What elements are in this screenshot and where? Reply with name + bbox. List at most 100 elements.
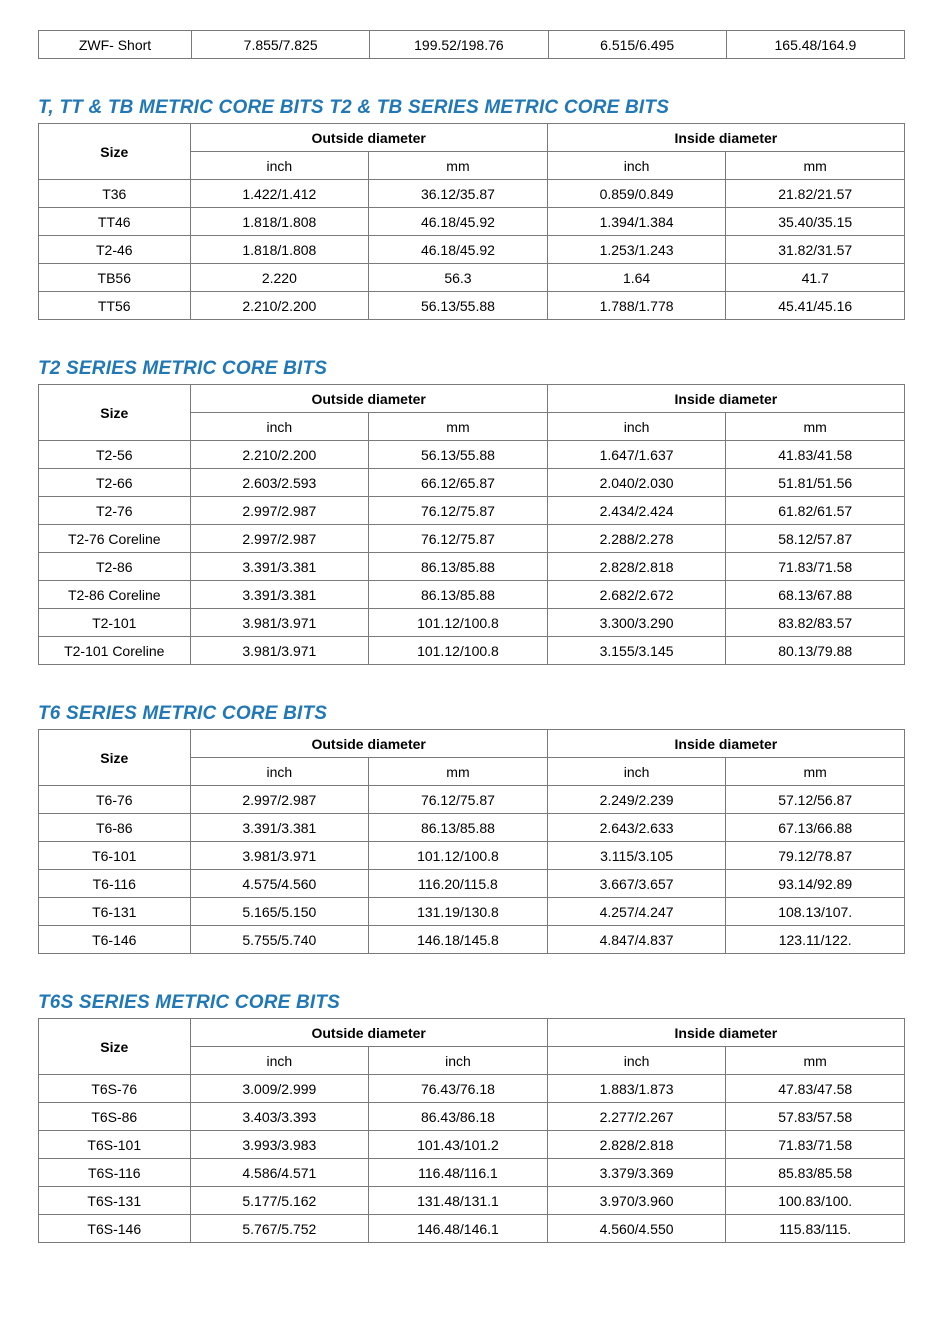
col-subheader: inch (190, 1047, 369, 1075)
table-cell: ZWF- Short (39, 31, 192, 59)
table-cell: 1.253/1.243 (547, 236, 726, 264)
table-cell: 3.009/2.999 (190, 1075, 369, 1103)
table-cell: 93.14/92.89 (726, 870, 905, 898)
table-row: T6S-1013.993/3.983101.43/101.22.828/2.81… (39, 1131, 905, 1159)
table-cell: 3.993/3.983 (190, 1131, 369, 1159)
table-cell: 86.13/85.88 (369, 553, 548, 581)
table-cell: T2-101 (39, 609, 191, 637)
table-cell: 3.981/3.971 (190, 842, 369, 870)
table-cell: 36.12/35.87 (369, 180, 548, 208)
table-row: T2-461.818/1.80846.18/45.921.253/1.24331… (39, 236, 905, 264)
table-cell: 3.981/3.971 (190, 637, 369, 665)
table-cell: TB56 (39, 264, 191, 292)
table-cell: 21.82/21.57 (726, 180, 905, 208)
col-header-size: Size (39, 385, 191, 441)
table-cell: T6S-86 (39, 1103, 191, 1131)
table-cell: 115.83/115. (726, 1215, 905, 1243)
table-cell: 56.3 (369, 264, 548, 292)
table-cell: 6.515/6.495 (548, 31, 726, 59)
table-cell: 51.81/51.56 (726, 469, 905, 497)
table-cell: 3.403/3.393 (190, 1103, 369, 1131)
table-cell: 131.48/131.1 (369, 1187, 548, 1215)
table-cell: T6S-101 (39, 1131, 191, 1159)
table-row: ZWF- Short7.855/7.825199.52/198.766.515/… (39, 31, 905, 59)
table-cell: 4.847/4.837 (547, 926, 726, 954)
table-cell: T2-76 (39, 497, 191, 525)
table-cell: T2-101 Coreline (39, 637, 191, 665)
table-cell: 2.828/2.818 (547, 1131, 726, 1159)
table-row: T2-662.603/2.59366.12/65.872.040/2.03051… (39, 469, 905, 497)
table-cell: 47.83/47.58 (726, 1075, 905, 1103)
table-cell: T6-76 (39, 786, 191, 814)
table-section: T, TT & TB METRIC CORE BITS T2 & TB SERI… (38, 97, 905, 320)
table-cell: 3.155/3.145 (547, 637, 726, 665)
table-row: TT461.818/1.80846.18/45.921.394/1.38435.… (39, 208, 905, 236)
table-cell: T2-86 (39, 553, 191, 581)
table-cell: 1.818/1.808 (190, 236, 369, 264)
table-cell: 2.997/2.987 (190, 497, 369, 525)
table-cell: T2-56 (39, 441, 191, 469)
col-subheader: mm (726, 758, 905, 786)
table-cell: 101.12/100.8 (369, 842, 548, 870)
table-cell: 86.13/85.88 (369, 581, 548, 609)
col-subheader: inch (547, 758, 726, 786)
table-row: T6-863.391/3.38186.13/85.882.643/2.63367… (39, 814, 905, 842)
table-section: T2 SERIES METRIC CORE BITSSizeOutside di… (38, 358, 905, 665)
table-cell: T6-116 (39, 870, 191, 898)
table-header-row: SizeOutside diameterInside diameter (39, 730, 905, 758)
table-cell: TT56 (39, 292, 191, 320)
table-cell: 35.40/35.15 (726, 208, 905, 236)
table-cell: 108.13/107. (726, 898, 905, 926)
table-cell: 3.391/3.381 (190, 553, 369, 581)
table-cell: 116.20/115.8 (369, 870, 548, 898)
table-cell: 76.12/75.87 (369, 525, 548, 553)
table-row: T6-1315.165/5.150131.19/130.84.257/4.247… (39, 898, 905, 926)
table-cell: 5.767/5.752 (190, 1215, 369, 1243)
table-row: T2-101 Coreline3.981/3.971101.12/100.83.… (39, 637, 905, 665)
col-subheader: inch (547, 413, 726, 441)
table-cell: 31.82/31.57 (726, 236, 905, 264)
table-cell: 5.755/5.740 (190, 926, 369, 954)
table-cell: 3.970/3.960 (547, 1187, 726, 1215)
table-cell: 3.667/3.657 (547, 870, 726, 898)
col-header-group: Inside diameter (547, 730, 904, 758)
data-table: SizeOutside diameterInside diameterinchm… (38, 123, 905, 320)
table-row: T2-86 Coreline3.391/3.38186.13/85.882.68… (39, 581, 905, 609)
col-subheader: mm (726, 413, 905, 441)
table-cell: 0.859/0.849 (547, 180, 726, 208)
table-cell: 41.83/41.58 (726, 441, 905, 469)
table-cell: 41.7 (726, 264, 905, 292)
col-subheader: mm (369, 152, 548, 180)
table-row: T6-1013.981/3.971101.12/100.83.115/3.105… (39, 842, 905, 870)
col-subheader: inch (190, 413, 369, 441)
table-cell: 71.83/71.58 (726, 1131, 905, 1159)
col-subheader: mm (726, 152, 905, 180)
table-cell: 165.48/164.9 (726, 31, 904, 59)
table-header-row: SizeOutside diameterInside diameter (39, 124, 905, 152)
data-table: SizeOutside diameterInside diameterinchi… (38, 1018, 905, 1243)
table-cell: 76.12/75.87 (369, 786, 548, 814)
table-cell: 1.422/1.412 (190, 180, 369, 208)
col-header-size: Size (39, 124, 191, 180)
table-cell: 5.165/5.150 (190, 898, 369, 926)
table-cell: T6S-146 (39, 1215, 191, 1243)
table-cell: 85.83/85.58 (726, 1159, 905, 1187)
table-cell: 4.575/4.560 (190, 870, 369, 898)
table-cell: 2.210/2.200 (190, 292, 369, 320)
col-header-size: Size (39, 730, 191, 786)
table-cell: 3.379/3.369 (547, 1159, 726, 1187)
table-cell: 2.828/2.818 (547, 553, 726, 581)
col-header-group: Inside diameter (547, 385, 904, 413)
table-cell: 2.277/2.267 (547, 1103, 726, 1131)
table-cell: 1.394/1.384 (547, 208, 726, 236)
col-subheader: mm (369, 758, 548, 786)
table-row: T2-762.997/2.98776.12/75.872.434/2.42461… (39, 497, 905, 525)
table-cell: 4.586/4.571 (190, 1159, 369, 1187)
table-row: TT562.210/2.20056.13/55.881.788/1.77845.… (39, 292, 905, 320)
table-cell: 2.434/2.424 (547, 497, 726, 525)
table-cell: 46.18/45.92 (369, 236, 548, 264)
table-row: T6-762.997/2.98776.12/75.872.249/2.23957… (39, 786, 905, 814)
table-cell: 71.83/71.58 (726, 553, 905, 581)
table-row: T2-76 Coreline2.997/2.98776.12/75.872.28… (39, 525, 905, 553)
table-row: T2-562.210/2.20056.13/55.881.647/1.63741… (39, 441, 905, 469)
